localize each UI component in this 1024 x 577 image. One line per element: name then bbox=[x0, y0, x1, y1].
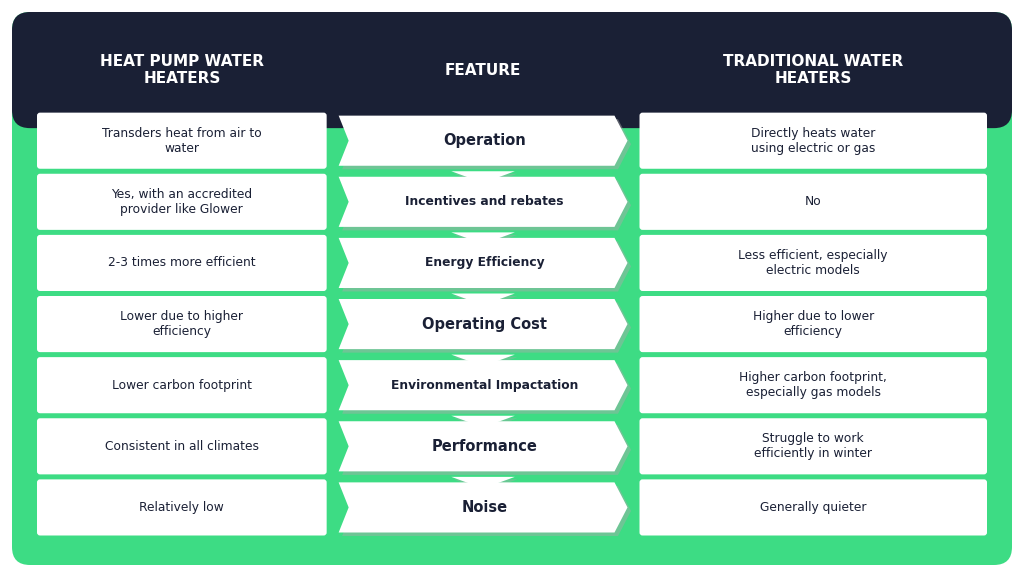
Polygon shape bbox=[342, 241, 631, 291]
Text: Generally quieter: Generally quieter bbox=[760, 501, 866, 514]
Text: Noise: Noise bbox=[462, 500, 508, 515]
Polygon shape bbox=[452, 171, 515, 183]
Polygon shape bbox=[452, 294, 515, 305]
Text: Environmental Impactation: Environmental Impactation bbox=[391, 379, 579, 392]
Text: HEAT PUMP WATER
HEATERS: HEAT PUMP WATER HEATERS bbox=[99, 54, 264, 87]
Polygon shape bbox=[339, 177, 628, 227]
Polygon shape bbox=[452, 233, 515, 244]
FancyBboxPatch shape bbox=[37, 296, 327, 352]
Polygon shape bbox=[339, 238, 628, 288]
FancyBboxPatch shape bbox=[640, 357, 987, 413]
FancyBboxPatch shape bbox=[37, 479, 327, 535]
Text: Operation: Operation bbox=[443, 133, 526, 148]
Text: Performance: Performance bbox=[432, 439, 538, 454]
Polygon shape bbox=[454, 418, 517, 430]
Text: No: No bbox=[805, 196, 821, 208]
Polygon shape bbox=[452, 355, 515, 366]
Text: Yes, with an accredited
provider like Glower: Yes, with an accredited provider like Gl… bbox=[112, 188, 252, 216]
FancyBboxPatch shape bbox=[37, 418, 327, 474]
Polygon shape bbox=[342, 180, 631, 230]
Text: Struggle to work
efficiently in winter: Struggle to work efficiently in winter bbox=[755, 432, 872, 460]
Text: Relatively low: Relatively low bbox=[139, 501, 224, 514]
Text: Higher due to lower
efficiency: Higher due to lower efficiency bbox=[753, 310, 873, 338]
Text: 2-3 times more efficient: 2-3 times more efficient bbox=[108, 256, 256, 269]
Polygon shape bbox=[339, 421, 628, 471]
FancyBboxPatch shape bbox=[640, 174, 987, 230]
Text: FEATURE: FEATURE bbox=[444, 62, 521, 77]
FancyBboxPatch shape bbox=[640, 418, 987, 474]
Text: Incentives and rebates: Incentives and rebates bbox=[406, 196, 564, 208]
FancyBboxPatch shape bbox=[640, 479, 987, 535]
FancyBboxPatch shape bbox=[37, 174, 327, 230]
FancyBboxPatch shape bbox=[640, 113, 987, 168]
FancyBboxPatch shape bbox=[37, 357, 327, 413]
FancyBboxPatch shape bbox=[12, 12, 1012, 565]
Text: Operating Cost: Operating Cost bbox=[422, 317, 547, 332]
Polygon shape bbox=[342, 302, 631, 353]
Polygon shape bbox=[454, 235, 517, 246]
Polygon shape bbox=[342, 425, 631, 475]
FancyBboxPatch shape bbox=[12, 12, 1012, 128]
Polygon shape bbox=[454, 296, 517, 308]
Text: Lower carbon footprint: Lower carbon footprint bbox=[112, 379, 252, 392]
Polygon shape bbox=[339, 115, 628, 166]
Text: Lower due to higher
efficiency: Lower due to higher efficiency bbox=[121, 310, 244, 338]
Text: Transders heat from air to
water: Transders heat from air to water bbox=[102, 127, 262, 155]
Text: TRADITIONAL WATER
HEATERS: TRADITIONAL WATER HEATERS bbox=[723, 54, 903, 87]
Bar bbox=[30, 70, 994, 110]
Text: Energy Efficiency: Energy Efficiency bbox=[425, 256, 545, 269]
FancyBboxPatch shape bbox=[37, 113, 327, 168]
Polygon shape bbox=[339, 360, 628, 410]
Polygon shape bbox=[342, 486, 631, 536]
Polygon shape bbox=[339, 299, 628, 349]
Text: Less efficient, especially
electric models: Less efficient, especially electric mode… bbox=[738, 249, 888, 277]
FancyBboxPatch shape bbox=[37, 235, 327, 291]
FancyBboxPatch shape bbox=[640, 296, 987, 352]
Text: Higher carbon footprint,
especially gas models: Higher carbon footprint, especially gas … bbox=[739, 371, 887, 399]
Polygon shape bbox=[452, 477, 515, 489]
Polygon shape bbox=[342, 119, 631, 169]
Polygon shape bbox=[454, 479, 517, 491]
Polygon shape bbox=[452, 416, 515, 428]
Text: Consistent in all climates: Consistent in all climates bbox=[104, 440, 259, 453]
Text: Directly heats water
using electric or gas: Directly heats water using electric or g… bbox=[751, 127, 876, 155]
Polygon shape bbox=[339, 482, 628, 533]
Polygon shape bbox=[342, 364, 631, 414]
Polygon shape bbox=[454, 357, 517, 369]
FancyBboxPatch shape bbox=[640, 235, 987, 291]
Polygon shape bbox=[454, 174, 517, 185]
